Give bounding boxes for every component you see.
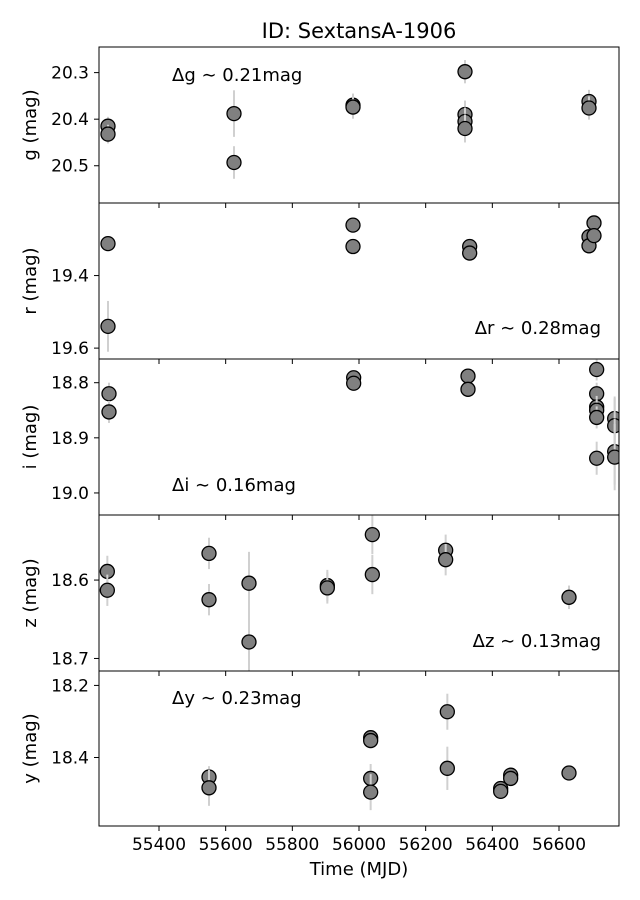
y-tick-label-g: 20.4: [51, 110, 89, 130]
data-point-y: [439, 760, 455, 776]
data-point-g: [226, 154, 242, 171]
x-tick-label: 56400: [465, 835, 519, 855]
x-tick-label: 56000: [332, 835, 386, 855]
data-point-r: [100, 318, 116, 334]
data-point-y: [439, 704, 455, 720]
data-point-y: [503, 770, 519, 787]
data-point-y: [493, 783, 509, 800]
plot-area-r: [100, 215, 602, 352]
panel-y: 18.2 18.4 y (mag) Δy ∼ 0.23mag: [20, 670, 620, 831]
x-tick-label: 55800: [265, 835, 319, 855]
data-point-z: [241, 575, 257, 591]
y-tick-label-i: 19.0: [51, 484, 89, 504]
data-point-g: [457, 64, 473, 80]
y-tick-label-y: 18.4: [51, 749, 89, 769]
data-point-z: [99, 582, 115, 598]
x-tick-label: 55600: [199, 835, 253, 855]
data-point-r: [345, 217, 361, 233]
y-axis-label-r: r (mag): [20, 247, 41, 314]
panel-g: 20.3 20.4 20.5 g (mag) Δg ∼ 0.21mag: [20, 46, 620, 208]
data-point-i: [607, 449, 619, 465]
panels-group: 20.3 20.4 20.5 g (mag) Δg ∼ 0.21mag 19.4 19.6 r…: [20, 46, 620, 855]
data-point-z: [364, 526, 380, 543]
plot-area-y: [201, 693, 577, 811]
y-tick-label-g: 20.3: [51, 64, 89, 84]
data-point-z: [364, 566, 380, 583]
data-point-r: [586, 215, 602, 231]
data-point-y: [201, 780, 217, 796]
data-point-g: [581, 100, 597, 116]
delta-annotation-z: Δz ∼ 0.13mag: [473, 631, 601, 652]
panel-z: 18.6 18.7 z (mag) Δz ∼ 0.13mag: [20, 514, 620, 676]
y-axis-label-z: z (mag): [20, 558, 41, 627]
data-point-r: [462, 245, 478, 261]
data-point-z: [201, 592, 217, 608]
delta-annotation-r: Δr ∼ 0.28mag: [475, 318, 601, 339]
data-point-i: [460, 368, 476, 384]
data-point-y: [363, 732, 379, 749]
x-axis-label: Time (MJD): [309, 859, 409, 880]
data-point-z: [241, 634, 257, 650]
data-point-z: [201, 545, 217, 562]
x-tick-label: 55400: [132, 835, 186, 855]
data-point-i: [589, 450, 605, 466]
data-point-r: [100, 235, 116, 252]
plot-area-i: [101, 359, 619, 491]
y-tick-label-r: 19.6: [51, 339, 89, 359]
chart-title: ID: SextansA-1906: [262, 19, 457, 43]
y-tick-label-i: 18.8: [51, 374, 89, 394]
y-tick-label-r: 19.4: [51, 267, 89, 287]
delta-annotation-g: Δg ∼ 0.21mag: [172, 65, 302, 86]
data-point-y: [363, 784, 379, 800]
panel-r: 19.4 19.6 r (mag) Δr ∼ 0.28mag: [20, 202, 620, 364]
data-point-z: [319, 580, 335, 596]
data-point-g: [100, 126, 116, 142]
data-point-i: [460, 381, 476, 397]
data-point-g: [457, 120, 473, 137]
data-point-r: [345, 238, 361, 255]
data-point-r: [586, 228, 602, 244]
plot-area-g: [100, 60, 597, 179]
y-axis-label-i: i (mag): [20, 405, 41, 470]
y-tick-label-i: 18.9: [51, 429, 89, 449]
y-tick-label-g: 20.5: [51, 157, 89, 177]
y-axis-label-g: g (mag): [20, 89, 41, 160]
delta-annotation-i: Δi ∼ 0.16mag: [172, 475, 296, 496]
data-point-i: [589, 361, 605, 378]
data-point-g: [226, 105, 242, 122]
x-tick-label: 56200: [399, 835, 453, 855]
y-tick-label-z: 18.6: [51, 571, 89, 591]
data-point-i: [346, 375, 362, 391]
delta-annotation-y: Δy ∼ 0.23mag: [172, 688, 302, 709]
y-tick-label-y: 18.2: [51, 676, 89, 696]
y-tick-label-z: 18.7: [51, 649, 89, 669]
data-point-i: [589, 409, 605, 426]
y-axis-label-y: y (mag): [20, 713, 41, 783]
data-point-i: [101, 386, 117, 402]
x-tick-label: 56600: [532, 835, 586, 855]
data-point-z: [561, 589, 577, 605]
plot-area-z: [99, 515, 577, 671]
data-point-z: [438, 552, 454, 568]
panel-i: 18.8 18.9 19.0 i (mag) Δi ∼ 0.16mag: [20, 358, 620, 520]
data-point-i: [101, 404, 117, 420]
data-point-g: [345, 99, 361, 115]
data-point-y: [561, 765, 577, 781]
